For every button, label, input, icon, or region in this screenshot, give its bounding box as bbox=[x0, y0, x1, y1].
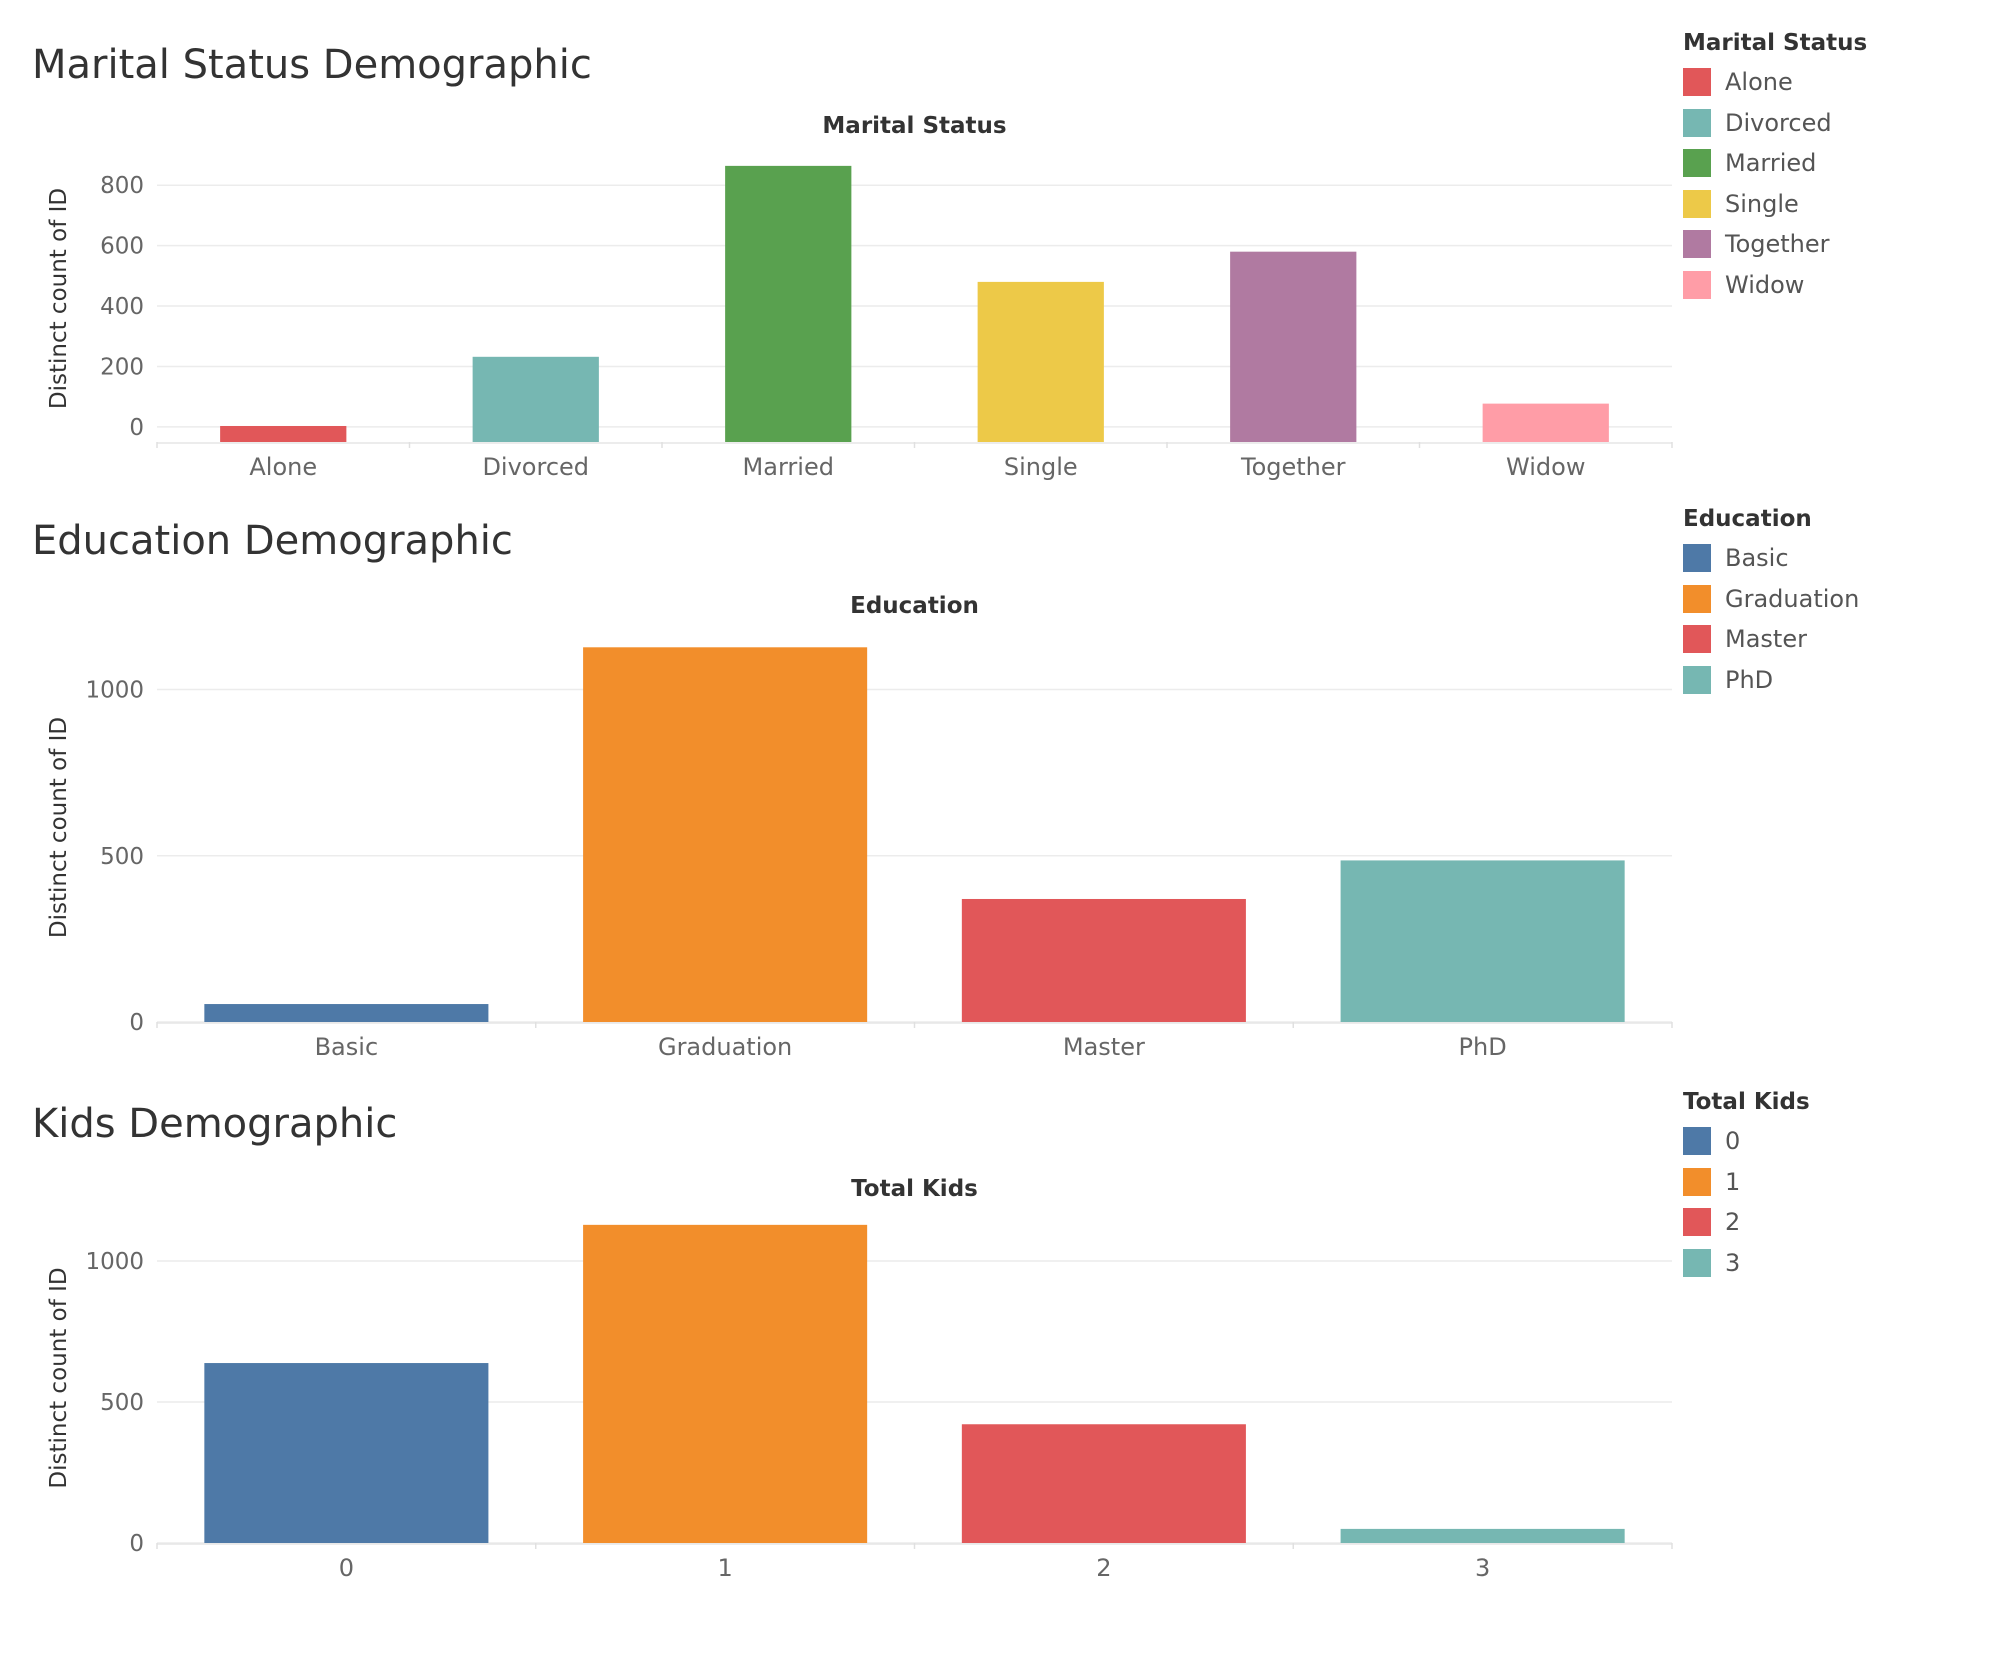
legend-item[interactable]: 0 bbox=[1683, 1121, 1810, 1162]
x-tick-label: Basic bbox=[315, 1033, 379, 1061]
legend-item[interactable]: Master bbox=[1683, 619, 1859, 660]
legend-label: Basic bbox=[1725, 544, 1789, 573]
y-tick-label: 200 bbox=[100, 354, 144, 380]
legend-item[interactable]: Widow bbox=[1683, 265, 1867, 306]
y-tick-label: 0 bbox=[129, 415, 144, 441]
y-tick-label: 0 bbox=[129, 1010, 144, 1036]
legend-label: Single bbox=[1725, 189, 1799, 218]
legend-label: Graduation bbox=[1725, 584, 1860, 613]
legend-item[interactable]: 2 bbox=[1683, 1202, 1810, 1243]
legend-swatch bbox=[1683, 544, 1711, 573]
chart-title: Education bbox=[850, 593, 979, 619]
x-tick-label: Divorced bbox=[482, 453, 589, 481]
bar bbox=[583, 647, 868, 1022]
legend-item[interactable]: 1 bbox=[1683, 1162, 1810, 1203]
kids-chart: Total Kids 0 500 1000 Distinct count of ID 0 1… bbox=[46, 1176, 1673, 1582]
bar bbox=[1340, 860, 1625, 1022]
marital-status-chart: Marital Status 0 200 400 600 800 Distinct coun… bbox=[46, 113, 1673, 481]
section-title: Kids Demographic bbox=[32, 1101, 398, 1147]
y-tick-label: 0 bbox=[129, 1531, 144, 1557]
y-tick-label: 500 bbox=[100, 1390, 144, 1416]
legend-swatch bbox=[1683, 230, 1711, 259]
legend-label: Alone bbox=[1725, 68, 1793, 97]
legend-swatch bbox=[1683, 1208, 1711, 1237]
x-tick-label: Master bbox=[1063, 1033, 1145, 1061]
legend-label: 2 bbox=[1725, 1208, 1741, 1237]
legend-item[interactable]: Basic bbox=[1683, 538, 1859, 579]
x-tick-label: 2 bbox=[1096, 1554, 1111, 1582]
legend-swatch bbox=[1683, 68, 1711, 97]
bar bbox=[1230, 251, 1357, 442]
legend-swatch bbox=[1683, 270, 1711, 299]
legend-swatch bbox=[1683, 1167, 1711, 1196]
legend-label: 1 bbox=[1725, 1167, 1741, 1196]
bar bbox=[220, 425, 347, 442]
x-tick-label: Together bbox=[1240, 453, 1346, 481]
legend-item[interactable]: Single bbox=[1683, 184, 1867, 225]
bar bbox=[583, 1224, 868, 1543]
bar bbox=[961, 1424, 1246, 1543]
x-tick-label: 0 bbox=[339, 1554, 354, 1582]
marital-status-legend: Marital Status Alone Divorced Married Singl… bbox=[1683, 30, 1867, 305]
legend-title: Total Kids bbox=[1683, 1089, 1810, 1115]
bar bbox=[725, 165, 852, 442]
x-tick-label: Widow bbox=[1506, 453, 1585, 481]
bar bbox=[204, 1363, 489, 1543]
y-axis-label: Distinct count of ID bbox=[46, 717, 72, 938]
x-tick-label: Single bbox=[1004, 453, 1078, 481]
legend-title: Education bbox=[1683, 506, 1812, 532]
y-tick-label: 400 bbox=[100, 294, 144, 320]
legend-label: Widow bbox=[1725, 270, 1805, 299]
bar bbox=[204, 1004, 489, 1022]
y-tick-label: 600 bbox=[100, 234, 144, 260]
x-tick-label: 3 bbox=[1475, 1554, 1490, 1582]
legend-label: 0 bbox=[1725, 1127, 1741, 1156]
legend-swatch bbox=[1683, 1127, 1711, 1156]
legend-swatch bbox=[1683, 189, 1711, 218]
section-title: Education Demographic bbox=[32, 518, 513, 564]
y-axis-label: Distinct count of ID bbox=[46, 1267, 72, 1488]
x-tick-label: Married bbox=[743, 453, 834, 481]
education-legend: Education Basic Graduation Master PhD bbox=[1683, 506, 1859, 700]
legend-swatch bbox=[1683, 149, 1711, 178]
x-tick-label: Alone bbox=[249, 453, 317, 481]
chart-title: Marital Status bbox=[822, 113, 1006, 139]
legend-label: Master bbox=[1725, 625, 1807, 654]
legend-item[interactable]: PhD bbox=[1683, 660, 1859, 701]
y-axis-label: Distinct count of ID bbox=[46, 188, 72, 409]
bar bbox=[472, 356, 599, 442]
legend-label: Divorced bbox=[1725, 108, 1832, 137]
legend-title: Marital Status bbox=[1683, 30, 1868, 56]
legend-swatch bbox=[1683, 625, 1711, 654]
legend-item[interactable]: Married bbox=[1683, 143, 1867, 184]
legend-swatch bbox=[1683, 1248, 1711, 1277]
y-tick-label: 1000 bbox=[85, 1249, 144, 1275]
y-tick-label: 1000 bbox=[85, 678, 144, 704]
section-title: Marital Status Demographic bbox=[32, 42, 592, 88]
bar bbox=[1482, 403, 1609, 442]
x-tick-label: PhD bbox=[1459, 1033, 1507, 1061]
y-tick-label: 800 bbox=[100, 173, 144, 199]
legend-item[interactable]: Alone bbox=[1683, 62, 1867, 103]
x-tick-label: Graduation bbox=[658, 1033, 792, 1061]
y-tick-label: 500 bbox=[100, 844, 144, 870]
bar bbox=[961, 898, 1246, 1022]
legend-item[interactable]: Graduation bbox=[1683, 579, 1859, 620]
x-tick-label: 1 bbox=[717, 1554, 732, 1582]
legend-swatch bbox=[1683, 108, 1711, 137]
education-chart: Education 0 500 1000 Distinct count of ID Bas… bbox=[46, 593, 1673, 1061]
legend-item[interactable]: Divorced bbox=[1683, 103, 1867, 144]
legend-swatch bbox=[1683, 665, 1711, 694]
legend-label: PhD bbox=[1725, 665, 1774, 694]
legend-swatch bbox=[1683, 584, 1711, 613]
legend-label: 3 bbox=[1725, 1248, 1741, 1277]
bar bbox=[1340, 1528, 1625, 1543]
legend-label: Married bbox=[1725, 149, 1817, 178]
bar bbox=[977, 281, 1104, 442]
legend-item[interactable]: 3 bbox=[1683, 1243, 1810, 1284]
legend-label: Together bbox=[1725, 230, 1830, 259]
legend-item[interactable]: Together bbox=[1683, 224, 1867, 265]
kids-legend: Total Kids 0 1 2 3 bbox=[1683, 1089, 1810, 1283]
chart-title: Total Kids bbox=[851, 1176, 978, 1202]
